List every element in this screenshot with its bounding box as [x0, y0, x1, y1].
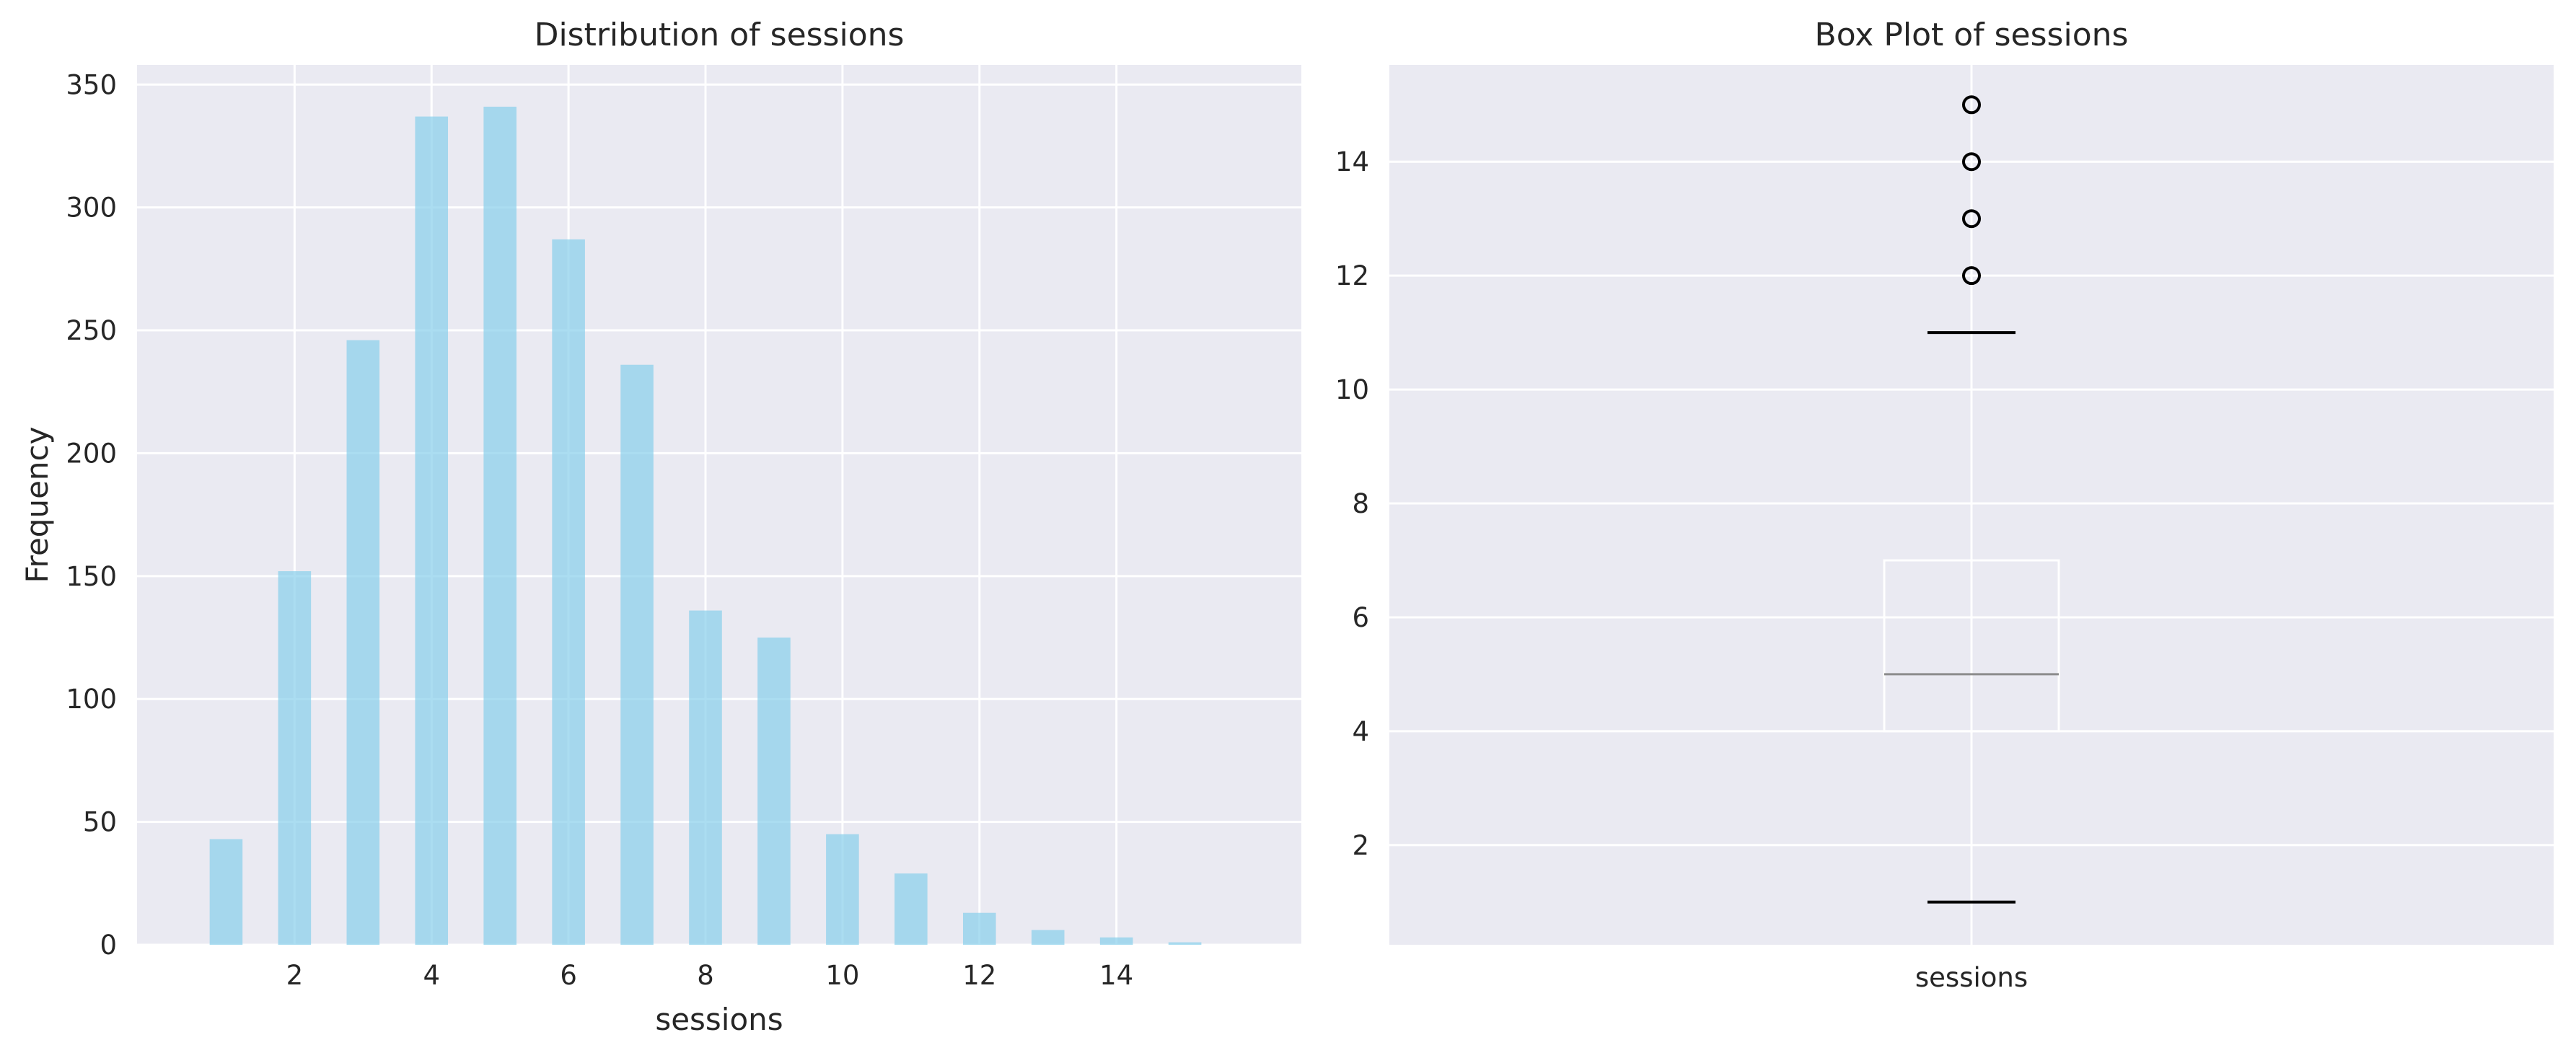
histogram-y-tick-label: 300: [66, 193, 117, 224]
histogram-bar: [894, 873, 928, 945]
histogram-y-tick-label: 50: [83, 807, 117, 838]
histogram-y-tick-label: 250: [66, 315, 117, 346]
histogram-y-tick-label: 150: [66, 561, 117, 592]
histogram-y-tick-label: 200: [66, 438, 117, 469]
histogram-bar: [962, 912, 996, 945]
boxplot-outlier-point: [1962, 152, 1981, 172]
histogram-x-tick-label: 12: [962, 960, 996, 991]
histogram-x-axis-label: sessions: [655, 1002, 783, 1037]
boxplot-box: [1883, 559, 2060, 733]
boxplot-y-tick-label: 2: [1352, 830, 1369, 861]
histogram-bar: [209, 839, 243, 945]
boxplot-y-tick-label: 14: [1335, 146, 1369, 177]
boxplot-y-tick-label: 6: [1352, 602, 1369, 633]
histogram-bar: [346, 340, 380, 945]
histogram-bar: [483, 106, 516, 945]
histogram-bar: [757, 638, 791, 945]
histogram-x-tick-label: 8: [697, 960, 714, 991]
histogram-bar: [278, 571, 312, 945]
boxplot-outlier-point: [1962, 95, 1981, 115]
histogram-y-tick-label: 0: [100, 930, 117, 961]
histogram-bar: [826, 834, 859, 945]
boxplot-title: Box Plot of sessions: [1815, 17, 2129, 53]
histogram-bar: [415, 116, 449, 945]
histogram-chart: Distribution of sessions 0 50 100 150 200 250…: [19, 17, 1301, 1037]
histogram-x-ticks: 2 4 6 8 10 12 14: [286, 960, 1134, 991]
histogram-bar: [552, 239, 585, 945]
histogram-y-axis-label: Frequency: [19, 427, 55, 583]
boxplot-outlier-point: [1962, 266, 1981, 286]
boxplot-y-tick-label: 4: [1352, 716, 1369, 747]
boxplot-body: [1883, 95, 2060, 904]
boxplot-y-ticks: 2 4 6 8 10 12 14: [1335, 146, 1369, 861]
histogram-x-tick-label: 6: [560, 960, 577, 991]
boxplot-chart: Box Plot of sessions 2 4 6 8 10 12 14 sessions: [1335, 17, 2554, 993]
boxplot-y-tick-label: 10: [1335, 374, 1369, 405]
histogram-bar: [1099, 937, 1133, 945]
boxplot-y-tick-label: 8: [1352, 488, 1369, 519]
histogram-y-tick-label: 100: [66, 684, 117, 715]
histogram-y-tick-label: 350: [66, 69, 117, 100]
histogram-x-tick-label: 10: [825, 960, 859, 991]
boxplot-category-label: sessions: [1915, 962, 2028, 993]
histogram-bar: [1031, 930, 1065, 945]
histogram-x-tick-label: 2: [286, 960, 304, 991]
histogram-bar: [620, 364, 654, 945]
histogram-bar: [689, 610, 722, 945]
histogram-x-tick-label: 4: [423, 960, 440, 991]
boxplot-outlier-point: [1962, 209, 1981, 229]
histogram-bars: [209, 106, 1202, 945]
histogram-y-ticks: 0 50 100 150 200 250 300 350: [66, 69, 117, 961]
histogram-x-tick-label: 14: [1099, 960, 1133, 991]
histogram-bar: [1168, 942, 1202, 945]
boxplot-y-tick-label: 12: [1335, 260, 1369, 291]
histogram-title: Distribution of sessions: [535, 17, 905, 53]
